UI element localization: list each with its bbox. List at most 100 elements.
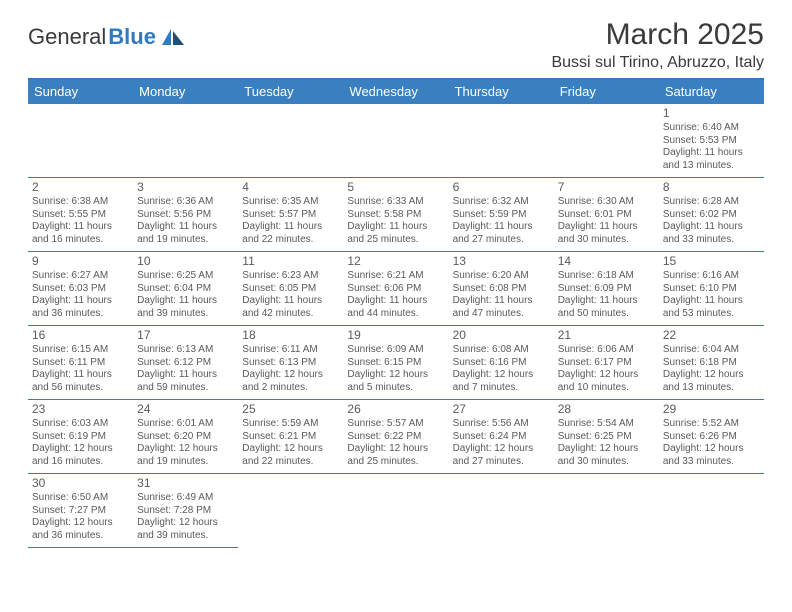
sunrise-line: Sunrise: 5:52 AM [663,418,760,431]
daylight-line-1: Daylight: 12 hours [558,443,655,456]
sunrise-line: Sunrise: 6:20 AM [453,270,550,283]
daylight-line-1: Daylight: 11 hours [242,295,339,308]
day-number: 16 [32,328,129,343]
day-number: 11 [242,254,339,269]
day-cell: 23Sunrise: 6:03 AMSunset: 6:19 PMDayligh… [28,400,133,474]
sunrise-line: Sunrise: 6:03 AM [32,418,129,431]
daylight-line-1: Daylight: 11 hours [32,295,129,308]
day-number: 18 [242,328,339,343]
brand-logo: GeneralBlue [28,18,186,50]
day-number: 24 [137,402,234,417]
sunset-line: Sunset: 6:19 PM [32,431,129,444]
day-number: 21 [558,328,655,343]
day-cell: 28Sunrise: 5:54 AMSunset: 6:25 PMDayligh… [554,400,659,474]
empty-cell [343,104,448,178]
month-title: March 2025 [551,18,764,52]
day-number: 23 [32,402,129,417]
daylight-line-2: and 27 minutes. [453,234,550,247]
sunset-line: Sunset: 5:59 PM [453,209,550,222]
sunrise-line: Sunrise: 6:06 AM [558,344,655,357]
dayname-tuesday: Tuesday [238,80,343,104]
day-number: 12 [347,254,444,269]
daylight-line-2: and 33 minutes. [663,234,760,247]
sunset-line: Sunset: 6:21 PM [242,431,339,444]
sunrise-line: Sunrise: 6:40 AM [663,122,760,135]
daylight-line-2: and 42 minutes. [242,308,339,321]
sunset-line: Sunset: 6:18 PM [663,357,760,370]
sunrise-line: Sunrise: 6:21 AM [347,270,444,283]
daylight-line-2: and 53 minutes. [663,308,760,321]
day-cell: 24Sunrise: 6:01 AMSunset: 6:20 PMDayligh… [133,400,238,474]
daylight-line-2: and 39 minutes. [137,308,234,321]
sunset-line: Sunset: 5:56 PM [137,209,234,222]
sunset-line: Sunset: 6:04 PM [137,283,234,296]
daylight-line-1: Daylight: 12 hours [242,443,339,456]
daylight-line-2: and 36 minutes. [32,530,129,543]
day-cell: 8Sunrise: 6:28 AMSunset: 6:02 PMDaylight… [659,178,764,252]
day-number: 10 [137,254,234,269]
sunset-line: Sunset: 6:06 PM [347,283,444,296]
daylight-line-1: Daylight: 11 hours [137,369,234,382]
sunrise-line: Sunrise: 6:18 AM [558,270,655,283]
calendar: SundayMondayTuesdayWednesdayThursdayFrid… [28,78,764,548]
daylight-line-1: Daylight: 11 hours [347,221,444,234]
sunrise-line: Sunrise: 6:28 AM [663,196,760,209]
sunrise-line: Sunrise: 6:04 AM [663,344,760,357]
daylight-line-1: Daylight: 12 hours [663,443,760,456]
dayname-sunday: Sunday [28,80,133,104]
sunset-line: Sunset: 6:02 PM [663,209,760,222]
dayname-monday: Monday [133,80,238,104]
sunset-line: Sunset: 5:58 PM [347,209,444,222]
sunset-line: Sunset: 6:01 PM [558,209,655,222]
sunrise-line: Sunrise: 6:01 AM [137,418,234,431]
daylight-line-2: and 13 minutes. [663,160,760,173]
sunset-line: Sunset: 6:20 PM [137,431,234,444]
day-cell: 12Sunrise: 6:21 AMSunset: 6:06 PMDayligh… [343,252,448,326]
day-cell: 17Sunrise: 6:13 AMSunset: 6:12 PMDayligh… [133,326,238,400]
daylight-line-2: and 16 minutes. [32,456,129,469]
daylight-line-1: Daylight: 12 hours [347,443,444,456]
day-cell: 2Sunrise: 6:38 AMSunset: 5:55 PMDaylight… [28,178,133,252]
daylight-line-1: Daylight: 11 hours [663,147,760,160]
daylight-line-2: and 25 minutes. [347,456,444,469]
daylight-line-1: Daylight: 11 hours [137,295,234,308]
day-cell: 30Sunrise: 6:50 AMSunset: 7:27 PMDayligh… [28,474,133,548]
daylight-line-2: and 19 minutes. [137,456,234,469]
day-number: 31 [137,476,234,491]
sunrise-line: Sunrise: 6:50 AM [32,492,129,505]
day-cell: 19Sunrise: 6:09 AMSunset: 6:15 PMDayligh… [343,326,448,400]
calendar-page: GeneralBlue March 2025 Bussi sul Tirino,… [0,0,792,558]
empty-cell [449,104,554,178]
day-cell: 5Sunrise: 6:33 AMSunset: 5:58 PMDaylight… [343,178,448,252]
day-number: 14 [558,254,655,269]
empty-cell [554,104,659,178]
daylight-line-1: Daylight: 12 hours [453,369,550,382]
day-number: 5 [347,180,444,195]
daylight-line-2: and 13 minutes. [663,382,760,395]
sunrise-line: Sunrise: 6:25 AM [137,270,234,283]
day-cell: 10Sunrise: 6:25 AMSunset: 6:04 PMDayligh… [133,252,238,326]
day-number: 6 [453,180,550,195]
daylight-line-1: Daylight: 12 hours [558,369,655,382]
day-cell: 31Sunrise: 6:49 AMSunset: 7:28 PMDayligh… [133,474,238,548]
sunrise-line: Sunrise: 6:27 AM [32,270,129,283]
calendar-body: 1Sunrise: 6:40 AMSunset: 5:53 PMDaylight… [28,104,764,548]
sunrise-line: Sunrise: 6:32 AM [453,196,550,209]
sunset-line: Sunset: 6:17 PM [558,357,655,370]
daylight-line-1: Daylight: 11 hours [558,295,655,308]
daylight-line-1: Daylight: 12 hours [137,517,234,530]
day-number: 9 [32,254,129,269]
day-cell: 4Sunrise: 6:35 AMSunset: 5:57 PMDaylight… [238,178,343,252]
sunrise-line: Sunrise: 6:08 AM [453,344,550,357]
day-cell: 7Sunrise: 6:30 AMSunset: 6:01 PMDaylight… [554,178,659,252]
day-cell: 1Sunrise: 6:40 AMSunset: 5:53 PMDaylight… [659,104,764,178]
day-cell: 6Sunrise: 6:32 AMSunset: 5:59 PMDaylight… [449,178,554,252]
daylight-line-1: Daylight: 11 hours [663,221,760,234]
sunrise-line: Sunrise: 6:33 AM [347,196,444,209]
dayname-saturday: Saturday [659,80,764,104]
sunrise-line: Sunrise: 6:30 AM [558,196,655,209]
day-cell: 22Sunrise: 6:04 AMSunset: 6:18 PMDayligh… [659,326,764,400]
calendar-header-row: SundayMondayTuesdayWednesdayThursdayFrid… [28,80,764,104]
daylight-line-2: and 39 minutes. [137,530,234,543]
empty-cell [133,104,238,178]
